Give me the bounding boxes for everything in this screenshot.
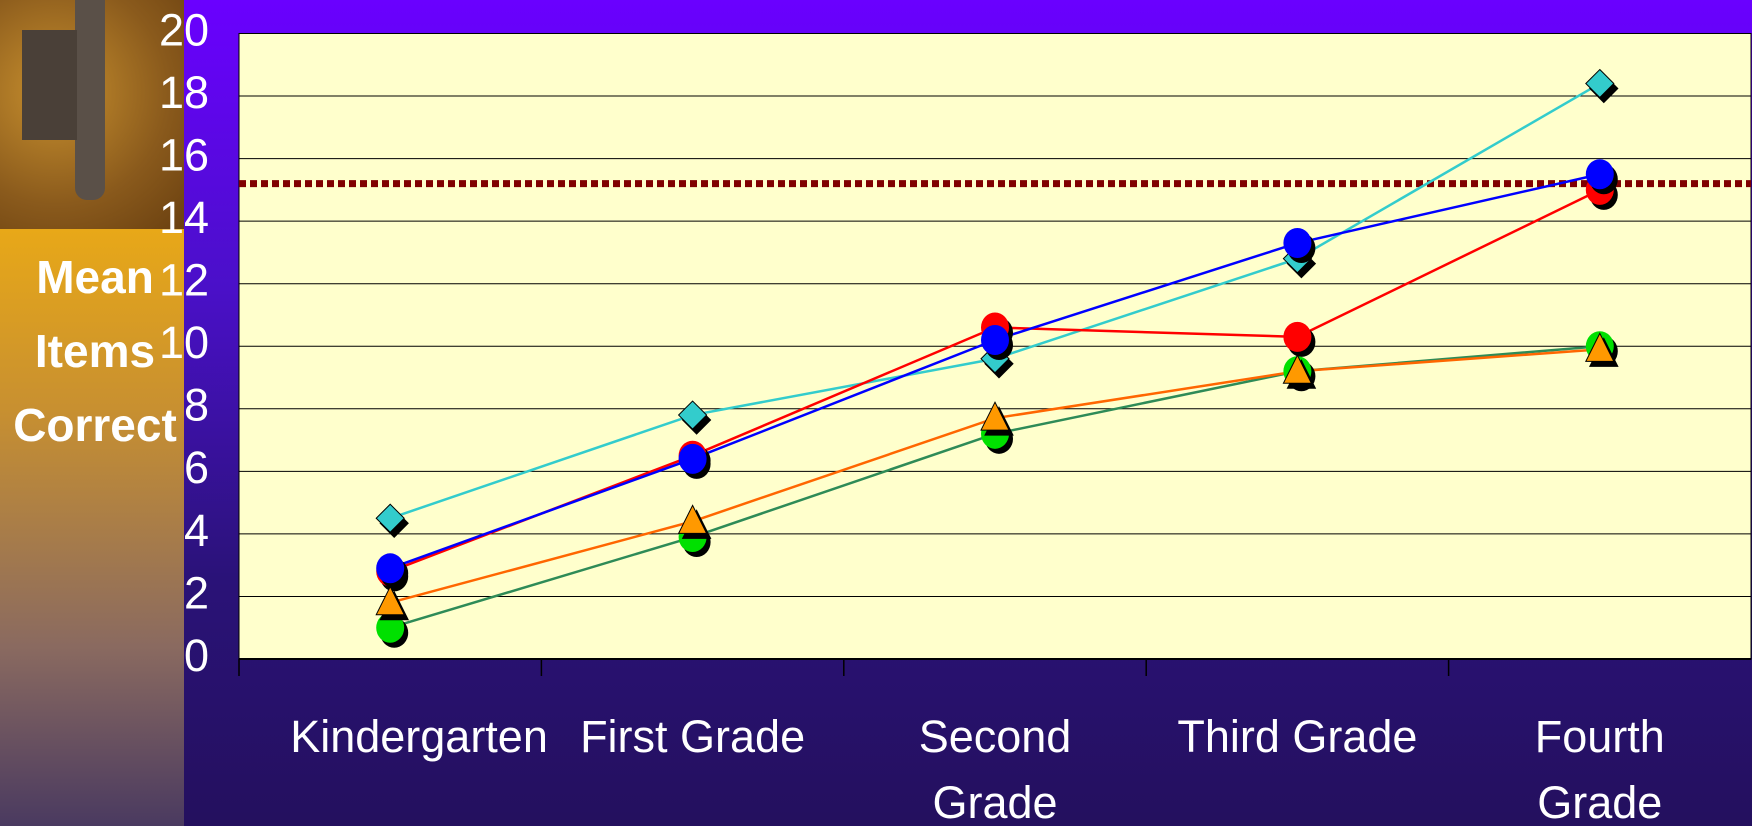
- marker: [678, 443, 707, 474]
- key-image: [0, 0, 184, 229]
- y-tick-label: 16: [159, 129, 209, 180]
- y-tick-label: 14: [159, 192, 209, 243]
- x-tick-label: Second Grade: [918, 711, 1072, 826]
- marker: [980, 401, 1010, 431]
- y-tick-label: 0: [184, 630, 209, 681]
- marker: [1283, 321, 1312, 352]
- marker: [375, 503, 405, 533]
- marker: [1584, 332, 1615, 362]
- marker: [1585, 68, 1615, 99]
- marker: [376, 612, 405, 643]
- marker: [677, 504, 708, 534]
- key-shaft: [75, 0, 105, 200]
- x-tick-label: Fourth Grade: [1534, 711, 1665, 826]
- y-tick-label: 2: [184, 567, 209, 618]
- left-panel: [0, 229, 184, 826]
- x-tick-label: First Grade: [580, 711, 806, 762]
- key-bit: [22, 30, 77, 140]
- y-tick-label: 8: [184, 380, 209, 431]
- y-tick-label: 20: [159, 4, 209, 55]
- y-tick-label: 4: [184, 505, 209, 556]
- y-tick-label: 18: [159, 67, 209, 118]
- marker: [1585, 159, 1614, 190]
- x-tick-label: Kindergarten: [290, 711, 548, 762]
- y-tick-label: 10: [159, 317, 209, 368]
- marker: [1283, 228, 1312, 259]
- y-tick-label: 12: [159, 255, 209, 306]
- y-axis-label: Mean Items Correct: [13, 251, 177, 451]
- marker: [376, 553, 405, 584]
- x-tick-label: Third Grade: [1177, 711, 1418, 762]
- y-tick-label: 6: [184, 442, 209, 493]
- marker: [1282, 354, 1313, 384]
- marker: [981, 324, 1009, 355]
- marker: [375, 585, 406, 616]
- marker: [677, 400, 708, 430]
